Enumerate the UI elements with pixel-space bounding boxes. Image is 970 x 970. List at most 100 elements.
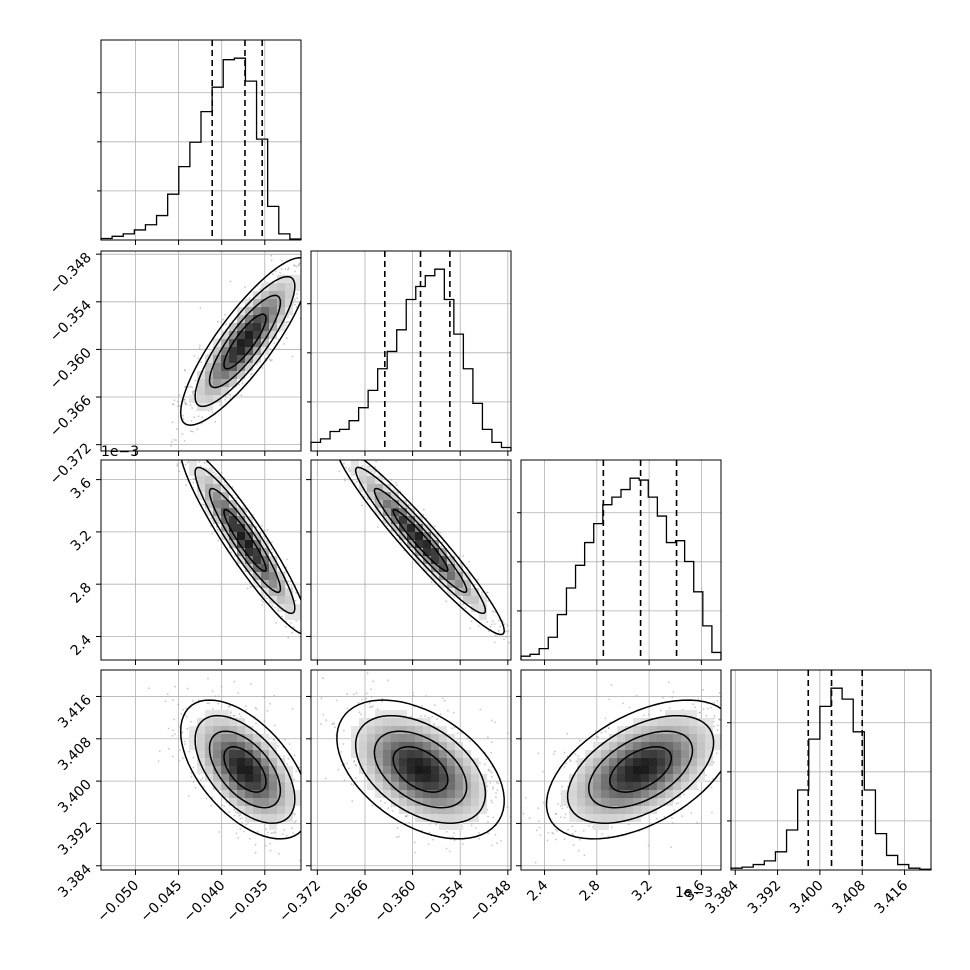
pair-content (311, 411, 535, 666)
scatter-point (284, 268, 287, 270)
contour-line (208, 294, 282, 389)
scatter-point (493, 623, 496, 625)
scatter-point (295, 619, 298, 622)
density-cell (237, 516, 245, 524)
scatter-point (376, 708, 379, 711)
density-cell (237, 540, 245, 548)
density-cell (237, 742, 245, 750)
scatter-point (387, 679, 389, 682)
scatter-point (188, 750, 191, 753)
scatter-point (294, 813, 296, 816)
scatter-point (379, 800, 382, 802)
scatter-point (495, 792, 497, 794)
scatter-point (458, 556, 461, 559)
density-cell (237, 315, 245, 323)
contour-line (194, 714, 296, 825)
scatter-point (275, 622, 278, 624)
scatter-point (324, 777, 327, 780)
scatter-point (203, 504, 206, 506)
density-cell (197, 734, 205, 742)
density-cell (277, 782, 285, 790)
panel-frame (310, 459, 512, 661)
scatter-point (404, 815, 407, 817)
density-cell (237, 734, 245, 742)
scatter-point (511, 630, 513, 632)
density-cell (375, 492, 383, 500)
density-cell (229, 798, 237, 806)
scatter-point (319, 411, 321, 413)
scatter-point (174, 441, 176, 443)
scatter-point (377, 526, 379, 528)
density-cell (205, 718, 213, 726)
scatter-point (263, 720, 266, 723)
density-cell (277, 596, 285, 604)
scatter-point (312, 814, 314, 816)
scatter-point (340, 751, 343, 753)
scatter-point (507, 732, 509, 734)
density-cell (391, 492, 399, 500)
scatter-point (248, 837, 251, 840)
scatter-point (191, 430, 194, 433)
density-cell (237, 371, 245, 379)
scatter-point (506, 806, 509, 808)
scatter-point (203, 462, 206, 464)
scatter-point (174, 733, 176, 735)
density-cell (253, 766, 261, 774)
scatter-point (337, 768, 340, 771)
density-cell (285, 283, 293, 291)
scatter-point (481, 591, 483, 594)
scatter-point (533, 664, 535, 666)
scatter-point (494, 721, 496, 723)
scatter-point (196, 428, 199, 430)
scatter-point (303, 774, 305, 776)
contour-line (179, 699, 301, 840)
scatter-point (484, 763, 486, 766)
density-cell (463, 596, 471, 604)
scatter-point (251, 573, 253, 576)
scatter-point (269, 348, 272, 351)
density-cell (367, 484, 375, 492)
scatter-point (178, 725, 181, 728)
scatter-point (222, 318, 225, 321)
scatter-point (319, 799, 321, 801)
density-cell (205, 734, 213, 742)
scatter-point (301, 615, 303, 617)
density-cell (383, 516, 391, 524)
density-cell (213, 516, 221, 524)
density-cell (463, 580, 471, 588)
scatter-point (249, 586, 252, 588)
density-cell (213, 718, 221, 726)
density-cell (383, 500, 391, 508)
scatter-point (193, 416, 196, 418)
density-cell (293, 612, 301, 620)
scatter-point (176, 400, 179, 403)
density-cell (277, 766, 285, 774)
scatter-point (453, 726, 456, 729)
density-cell (229, 750, 237, 758)
scatter-point (271, 273, 274, 276)
density-cell (245, 742, 253, 750)
density-cell (253, 556, 261, 564)
density-cell (213, 758, 221, 766)
density-cell (205, 403, 213, 411)
scatter-point (198, 461, 201, 463)
scatter-point (218, 831, 221, 833)
scatter-point (355, 764, 358, 767)
scatter-point (239, 818, 242, 820)
density-cell (277, 758, 285, 766)
histogram-step (730, 687, 932, 870)
density-cell (237, 766, 245, 774)
scatter-point (280, 259, 283, 262)
scatter-point (346, 762, 349, 765)
density-cell (245, 315, 253, 323)
scatter-point (185, 707, 188, 710)
scatter-point (158, 750, 161, 752)
density-cell (285, 299, 293, 307)
scatter-point (491, 844, 493, 847)
scatter-point (291, 631, 294, 634)
scatter-point (250, 683, 252, 685)
scatter-point (256, 363, 258, 365)
density-cell (213, 750, 221, 758)
scatter-point (331, 271, 333, 273)
density-cell (269, 806, 277, 814)
